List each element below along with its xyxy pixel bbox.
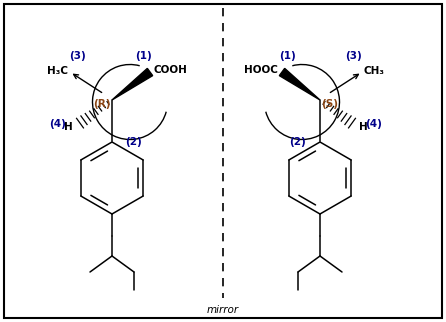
Text: H₃C: H₃C [47,66,68,76]
Text: (3): (3) [70,51,87,61]
Text: (1): (1) [136,51,153,61]
Polygon shape [112,68,153,100]
Text: mirror: mirror [207,305,239,315]
Text: (S): (S) [322,99,339,109]
Text: (R): (R) [93,99,111,109]
Text: (2): (2) [126,137,142,147]
Text: (2): (2) [289,137,306,147]
Text: H: H [64,122,73,132]
Text: (1): (1) [280,51,297,61]
Text: (4): (4) [50,119,66,129]
Text: CH₃: CH₃ [364,66,385,76]
Polygon shape [279,68,320,100]
Text: HOOC: HOOC [244,65,278,75]
Text: H: H [359,122,368,132]
Text: (4): (4) [366,119,382,129]
Text: COOH: COOH [154,65,188,75]
Text: (3): (3) [346,51,362,61]
